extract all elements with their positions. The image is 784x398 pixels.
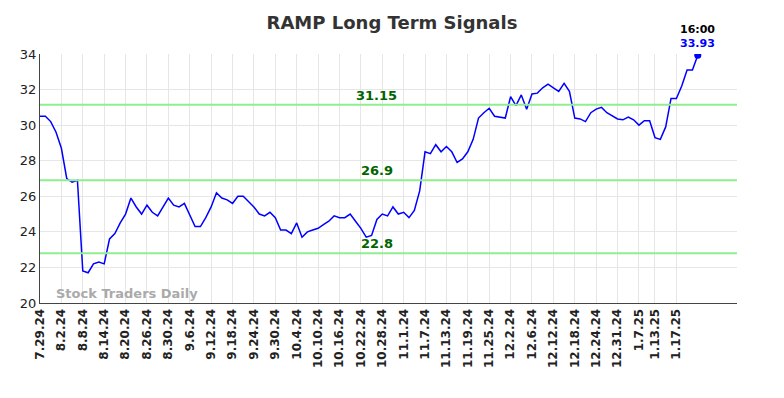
svg-text:26.9: 26.9 — [361, 163, 393, 178]
svg-text:8.30.24: 8.30.24 — [161, 309, 175, 360]
svg-text:11.13.24: 11.13.24 — [439, 309, 453, 368]
svg-text:10.22.24: 10.22.24 — [354, 309, 368, 368]
svg-text:10.4.24: 10.4.24 — [290, 309, 304, 360]
svg-text:10.16.24: 10.16.24 — [332, 309, 346, 368]
svg-text:12.6.24: 12.6.24 — [525, 309, 539, 360]
svg-text:11.1.24: 11.1.24 — [397, 309, 411, 360]
svg-text:8.2.24: 8.2.24 — [54, 309, 68, 352]
svg-text:30: 30 — [20, 118, 37, 133]
svg-text:28: 28 — [20, 153, 37, 168]
svg-text:31.15: 31.15 — [356, 88, 397, 103]
svg-text:11.25.24: 11.25.24 — [482, 309, 496, 368]
svg-text:9.30.24: 9.30.24 — [268, 309, 282, 360]
svg-text:33.93: 33.93 — [680, 37, 715, 50]
svg-text:8.26.24: 8.26.24 — [140, 309, 154, 360]
svg-text:1.17.25: 1.17.25 — [669, 309, 683, 360]
svg-text:RAMP Long Term Signals: RAMP Long Term Signals — [267, 12, 518, 33]
svg-text:9.6.24: 9.6.24 — [183, 309, 197, 352]
svg-text:11.7.24: 11.7.24 — [418, 309, 432, 360]
svg-text:16:00: 16:00 — [680, 23, 715, 36]
svg-text:12.24.24: 12.24.24 — [589, 309, 603, 368]
svg-text:22: 22 — [20, 260, 37, 275]
svg-text:12.18.24: 12.18.24 — [568, 309, 582, 368]
svg-text:7.29.24: 7.29.24 — [33, 309, 47, 360]
svg-text:9.18.24: 9.18.24 — [225, 309, 239, 360]
svg-text:11.19.24: 11.19.24 — [461, 309, 475, 368]
svg-text:8.8.24: 8.8.24 — [76, 309, 90, 352]
svg-text:Stock Traders Daily: Stock Traders Daily — [56, 286, 198, 301]
svg-text:22.8: 22.8 — [361, 236, 393, 251]
svg-text:9.12.24: 9.12.24 — [204, 309, 218, 360]
svg-text:9.24.24: 9.24.24 — [247, 309, 261, 360]
svg-text:12.2.24: 12.2.24 — [504, 309, 518, 360]
svg-text:26: 26 — [20, 189, 37, 204]
svg-text:32: 32 — [20, 82, 37, 97]
svg-text:34: 34 — [20, 47, 37, 62]
svg-text:8.20.24: 8.20.24 — [118, 309, 132, 360]
svg-text:10.28.24: 10.28.24 — [375, 309, 389, 368]
svg-text:12.31.24: 12.31.24 — [610, 309, 624, 368]
svg-text:12.12.24: 12.12.24 — [546, 309, 560, 368]
svg-text:10.10.24: 10.10.24 — [311, 309, 325, 368]
svg-text:8.14.24: 8.14.24 — [97, 309, 111, 360]
svg-text:24: 24 — [20, 224, 37, 239]
svg-text:20: 20 — [20, 296, 37, 311]
svg-text:1.7.25: 1.7.25 — [632, 309, 646, 352]
svg-text:1.13.25: 1.13.25 — [648, 309, 662, 360]
